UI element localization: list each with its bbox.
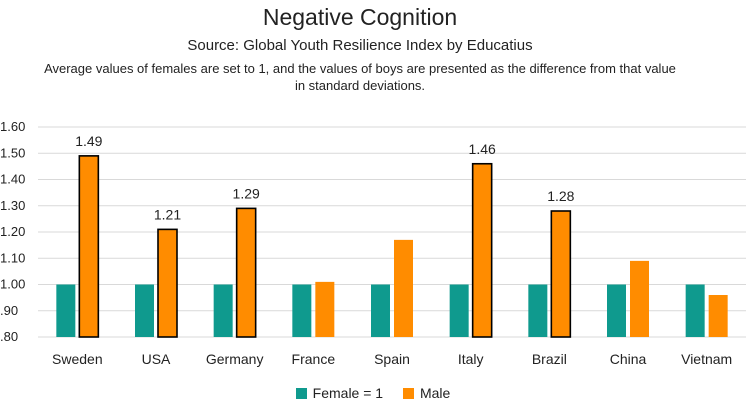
bar-female-1-italy — [449, 284, 469, 337]
bar-female-1-france — [292, 284, 312, 337]
category-label-china: China — [610, 351, 647, 367]
legend: Female = 1 Male — [0, 385, 746, 402]
y-axis-ticks: .80 .90 1.00 1.10 1.20 1.30 1.40 1.50 1.60 — [0, 119, 25, 344]
category-label-vietnam: Vietnam — [681, 351, 732, 367]
bar-female-1-spain — [371, 284, 390, 337]
y-tick-label: 1.30 — [0, 198, 25, 213]
category-label-usa: USA — [142, 351, 171, 367]
y-tick-label: 1.40 — [0, 172, 25, 187]
chart-note: Average values of females are set to 1, … — [44, 61, 676, 93]
bar-female-1-vietnam — [685, 284, 705, 337]
category-label-france: France — [292, 351, 336, 367]
y-tick-label: 1.50 — [0, 145, 25, 160]
legend-label-female: Female = 1 — [312, 385, 384, 401]
bar-male-vietnam — [708, 295, 728, 337]
category-label-brazil: Brazil — [532, 351, 567, 367]
chart-title: Negative Cognition — [262, 4, 458, 30]
bar-female-1-usa — [135, 284, 154, 337]
y-tick-label: 1.00 — [0, 277, 25, 292]
data-label-italy: 1.46 — [469, 141, 496, 157]
data-label-brazil: 1.28 — [547, 188, 574, 204]
bar-male-spain — [394, 239, 413, 337]
data-label-usa: 1.21 — [154, 206, 181, 222]
category-label-sweden: Sweden — [52, 351, 103, 367]
bar-male-germany — [235, 207, 257, 338]
category-label-germany: Germany — [206, 351, 264, 367]
bars — [56, 155, 728, 338]
bar-male-usa — [157, 228, 178, 338]
bar-female-1-sweden — [56, 284, 76, 337]
data-labels: 1.49 1.21 1.29 1.46 1.28 — [75, 133, 574, 223]
y-tick-label: .80 — [0, 329, 18, 344]
bar-male-france — [315, 281, 335, 337]
bar-female-1-china — [607, 284, 626, 337]
bar-male-italy — [471, 162, 493, 338]
bar-male-china — [630, 260, 649, 337]
legend-item-female: Female = 1 — [295, 385, 384, 401]
y-tick-label: .90 — [0, 303, 18, 318]
x-axis-categories: Sweden USA Germany France Spain Italy Brazil Ch… — [52, 351, 732, 367]
bar-female-1-germany — [213, 284, 233, 337]
chart-subtitle: Source: Global Youth Resilience Index by… — [187, 37, 533, 54]
gridlines — [38, 126, 746, 338]
bar-male-brazil — [550, 210, 572, 338]
data-label-sweden: 1.49 — [75, 133, 102, 149]
bar-male-sweden — [78, 155, 100, 338]
category-label-spain: Spain — [374, 351, 410, 367]
y-tick-label: 1.10 — [0, 250, 25, 265]
data-label-germany: 1.29 — [233, 185, 260, 201]
y-tick-label: 1.20 — [0, 224, 25, 239]
legend-label-male: Male — [419, 385, 451, 401]
legend-item-male: Male — [402, 385, 451, 401]
legend-swatch-female — [295, 387, 307, 399]
bar-female-1-brazil — [528, 284, 548, 337]
y-tick-label: 1.60 — [0, 119, 25, 134]
category-label-italy: Italy — [458, 351, 484, 367]
legend-swatch-male — [402, 387, 414, 399]
